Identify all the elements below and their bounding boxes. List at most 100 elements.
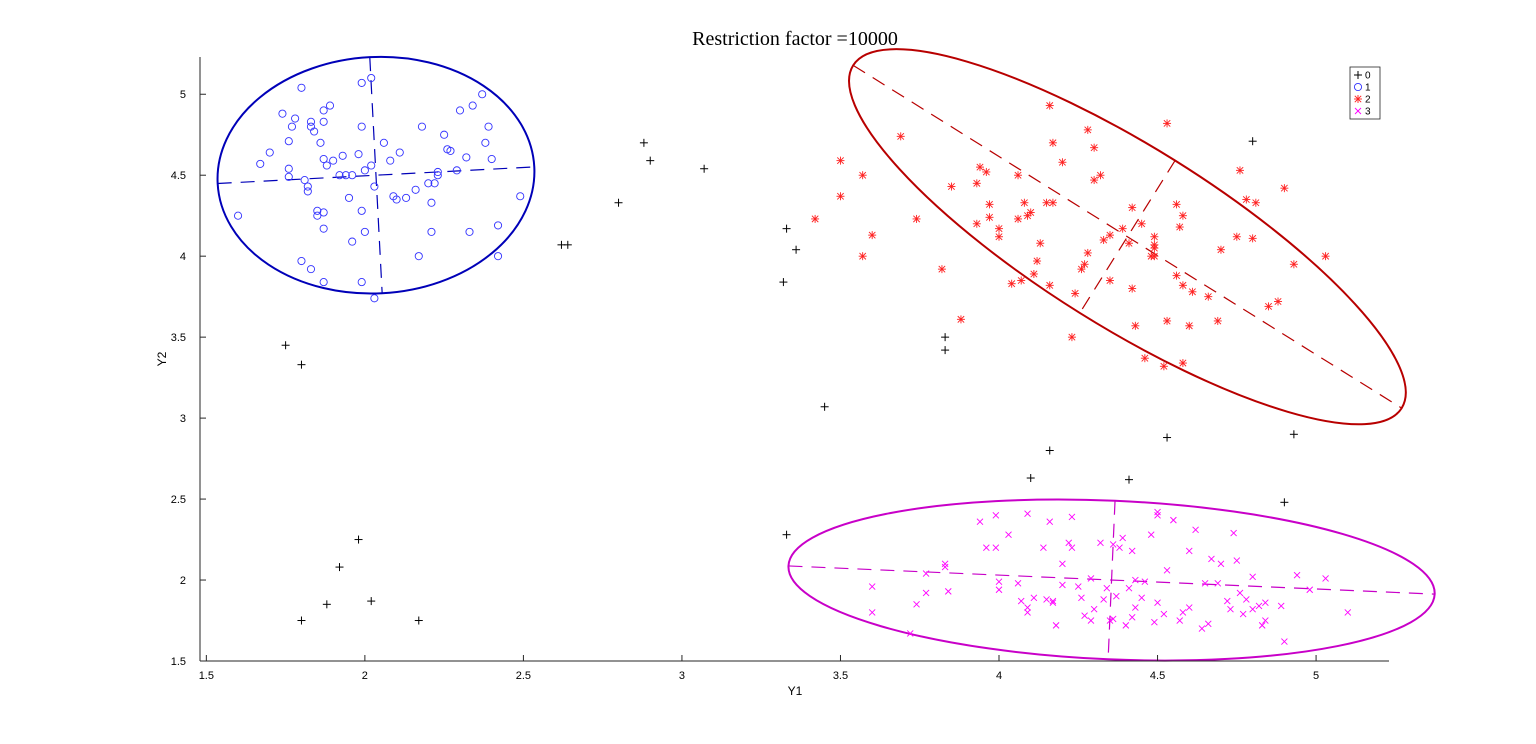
data-point-series-0-17 [782, 530, 791, 539]
series-2 [811, 101, 1330, 371]
data-point-series-1-46 [379, 138, 388, 147]
data-point-series-2-46 [1105, 276, 1114, 285]
data-point-series-0-13 [700, 164, 709, 173]
data-point-series-2-22 [1017, 276, 1026, 285]
data-point-series-1-22 [319, 106, 328, 115]
ellipse-major-axis-1 [217, 166, 535, 185]
data-point-series-1-6 [284, 164, 293, 173]
data-point-series-1-26 [319, 278, 328, 287]
data-point-series-3-41 [1103, 584, 1111, 592]
data-point-series-3-29 [1059, 581, 1066, 589]
data-point-series-3-73 [1223, 597, 1231, 605]
data-point-series-3-72 [1217, 560, 1225, 568]
data-point-series-1-72 [493, 221, 503, 230]
ellipse-group-2 [848, 48, 1407, 426]
data-point-series-2-14 [982, 167, 991, 176]
data-point-series-3-12 [992, 511, 1000, 519]
data-point-series-1-73 [493, 252, 503, 261]
data-point-series-1-47 [386, 156, 395, 165]
data-point-series-2-4 [858, 252, 867, 261]
data-point-series-1-8 [291, 114, 300, 123]
data-point-series-3-69 [1204, 620, 1212, 628]
data-point-series-3-57 [1154, 511, 1161, 519]
ellipse-minor-axis-3 [1107, 500, 1116, 660]
data-point-series-2-36 [1071, 289, 1080, 298]
legend-label-0: 0 [1365, 71, 1371, 82]
data-point-series-1-52 [411, 185, 420, 194]
y-tick-label: 1.5 [171, 656, 186, 668]
data-point-series-0-15 [782, 224, 791, 233]
data-point-series-2-69 [1188, 287, 1197, 296]
data-point-series-1-29 [329, 156, 338, 165]
data-point-series-2-26 [1029, 269, 1038, 278]
data-point-series-1-32 [341, 171, 350, 180]
data-point-series-3-23 [1043, 596, 1050, 603]
data-point-series-1-53 [414, 252, 423, 261]
data-point-series-3-3 [913, 601, 920, 608]
data-point-series-2-51 [1131, 321, 1140, 330]
data-point-series-3-21 [1030, 594, 1038, 602]
data-point-series-3-37 [1087, 617, 1095, 624]
data-point-series-3-27 [1052, 622, 1060, 629]
data-point-series-3-90 [1344, 609, 1352, 616]
data-point-series-2-6 [896, 132, 905, 141]
data-point-series-3-60 [1163, 567, 1171, 574]
data-point-series-0-4 [335, 563, 344, 572]
data-point-series-2-79 [1274, 297, 1283, 306]
data-point-series-3-7 [941, 560, 949, 568]
legend-label-1: 1 [1365, 83, 1371, 94]
data-point-series-0-23 [1125, 475, 1134, 484]
y-tick-label: 2 [180, 575, 186, 587]
data-point-series-0-22 [1045, 446, 1054, 455]
y-tick-label: 4 [180, 251, 186, 263]
data-point-series-3-76 [1236, 589, 1244, 597]
data-point-series-3-43 [1109, 615, 1117, 623]
data-point-series-1-71 [487, 154, 496, 164]
data-point-series-2-1 [836, 156, 845, 165]
x-tick-label: 4 [996, 670, 1002, 682]
data-point-series-1-21 [319, 117, 328, 126]
data-point-series-0-6 [367, 597, 376, 606]
data-point-series-1-57 [430, 179, 439, 188]
data-point-series-3-59 [1160, 610, 1168, 618]
chart-title: Restriction factor =10000 [692, 28, 898, 50]
legend-marker-0 [1354, 71, 1362, 79]
data-point-series-1-34 [348, 237, 357, 246]
data-point-series-1-27 [322, 161, 331, 170]
x-tick-label: 3 [679, 670, 685, 682]
data-point-series-3-91 [1233, 557, 1241, 564]
data-point-series-1-76 [360, 166, 369, 175]
data-point-series-3-11 [992, 544, 1000, 551]
data-point-series-1-39 [357, 78, 366, 87]
data-point-series-3-78 [1243, 596, 1250, 603]
data-point-series-3-40 [1100, 596, 1107, 603]
x-ticks: 1.5 2 2.5 3 3.5 4 4.5 5 [199, 655, 1319, 682]
data-point-series-2-20 [1014, 171, 1023, 180]
data-point-series-1-31 [338, 151, 347, 160]
data-point-series-3-15 [1005, 531, 1012, 539]
data-point-series-1-56 [427, 198, 436, 207]
data-point-series-3-58 [1154, 508, 1161, 516]
series-3 [868, 508, 1352, 645]
data-point-series-3-39 [1097, 539, 1104, 547]
data-point-series-3-8 [944, 588, 952, 595]
data-point-series-2-34 [1058, 158, 1067, 167]
data-point-series-0-18 [820, 402, 829, 411]
data-point-series-1-9 [297, 83, 306, 92]
data-point-series-1-43 [367, 161, 376, 170]
data-point-series-2-81 [1289, 260, 1298, 269]
data-point-series-3-82 [1258, 622, 1266, 629]
data-point-series-2-75 [1242, 195, 1251, 204]
data-point-series-2-41 [1090, 176, 1099, 185]
y-tick-label: 5 [180, 89, 186, 101]
data-point-series-0-3 [322, 600, 331, 609]
data-point-series-3-61 [1170, 516, 1177, 524]
data-point-series-3-0 [868, 583, 876, 590]
data-point-series-3-33 [1074, 583, 1082, 590]
data-point-series-2-39 [1083, 125, 1092, 134]
data-point-series-1-5 [287, 122, 296, 131]
data-point-series-0-0 [281, 341, 290, 350]
data-point-series-3-10 [983, 544, 990, 551]
data-point-series-3-56 [1151, 618, 1158, 626]
